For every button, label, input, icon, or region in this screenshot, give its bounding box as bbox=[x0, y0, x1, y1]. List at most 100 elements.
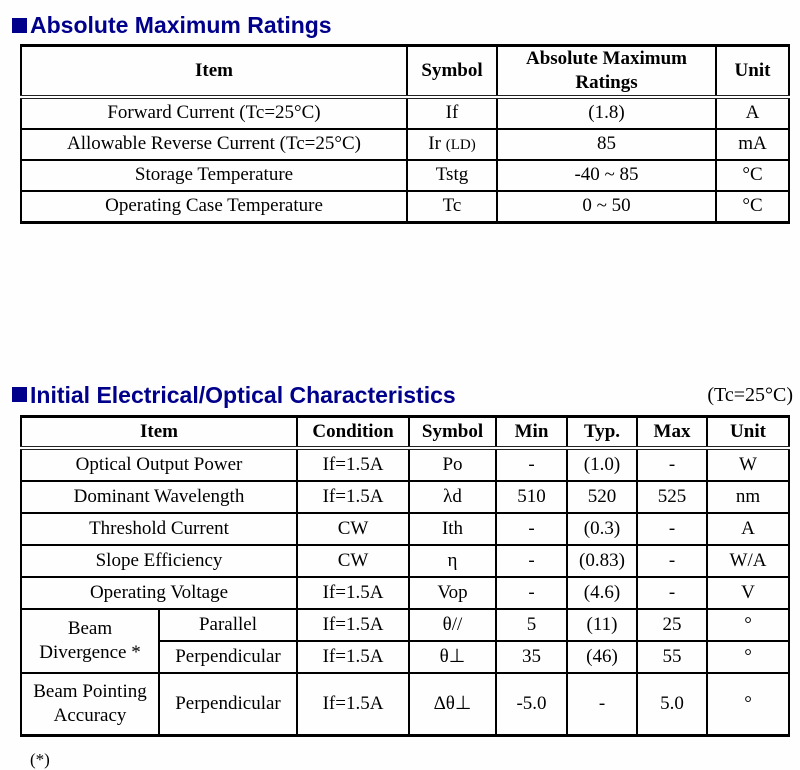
cell-symbol: θ// bbox=[408, 607, 497, 642]
cell-symbol: Tc bbox=[406, 189, 498, 223]
cell-symbol: Po bbox=[408, 446, 497, 482]
cell-unit: ° bbox=[706, 607, 790, 642]
column-header-unit: Unit bbox=[715, 44, 790, 99]
cell-max: 25 bbox=[636, 607, 708, 642]
absolute-maximum-ratings-table: Item Symbol Absolute Maximum Ratings Uni… bbox=[20, 44, 790, 224]
cell-typ: 520 bbox=[566, 479, 638, 514]
section-header-initial-characteristics: Initial Electrical/Optical Characteristi… bbox=[12, 381, 793, 409]
cell-item: Dominant Wavelength bbox=[20, 479, 298, 514]
cell-condition: If=1.5A bbox=[296, 575, 410, 610]
cell-max: - bbox=[636, 543, 708, 578]
cell-unit: A bbox=[715, 95, 790, 130]
column-header-condition: Condition bbox=[296, 415, 410, 450]
column-header-symbol: Symbol bbox=[406, 44, 498, 99]
cell-condition: If=1.5A bbox=[296, 607, 410, 642]
section-title: Initial Electrical/Optical Characteristi… bbox=[30, 381, 456, 408]
footnote-clipped: (*) bbox=[30, 750, 50, 769]
cell-sub-item: Perpendicular bbox=[158, 639, 298, 674]
cell-item: Slope Efficiency bbox=[20, 543, 298, 578]
cell-rating: 85 bbox=[496, 127, 717, 161]
cell-unit: °C bbox=[715, 189, 790, 223]
cell-symbol: θ⊥ bbox=[408, 639, 497, 674]
cell-item-group: Beam Divergence * bbox=[20, 607, 160, 674]
table-row: Allowable Reverse Current (Tc=25°C) Ir (… bbox=[20, 127, 790, 161]
cell-typ: (0.3) bbox=[566, 511, 638, 546]
cell-condition: CW bbox=[296, 543, 410, 578]
cell-min: 35 bbox=[495, 639, 568, 674]
cell-unit: W/A bbox=[706, 543, 790, 578]
column-header-item: Item bbox=[20, 44, 408, 99]
cell-condition: If=1.5A bbox=[296, 479, 410, 514]
cell-max: - bbox=[636, 575, 708, 610]
cell-typ: (46) bbox=[566, 639, 638, 674]
cell-item: Operating Case Temperature bbox=[20, 189, 408, 223]
column-header-min: Min bbox=[495, 415, 568, 450]
symbol-note: (LD) bbox=[445, 137, 476, 154]
cell-min: 5 bbox=[495, 607, 568, 642]
table-row: Dominant Wavelength If=1.5A λd 510 520 5… bbox=[20, 479, 790, 514]
cell-unit: ° bbox=[706, 639, 790, 674]
cell-item: Storage Temperature bbox=[20, 158, 408, 192]
table-row: Operating Voltage If=1.5A Vop - (4.6) - … bbox=[20, 575, 790, 610]
column-header-unit: Unit bbox=[706, 415, 790, 450]
cell-max: - bbox=[636, 511, 708, 546]
cell-unit: W bbox=[706, 446, 790, 482]
cell-unit: mA bbox=[715, 127, 790, 161]
table-row: Forward Current (Tc=25°C) If (1.8) A bbox=[20, 95, 790, 130]
table-row: Slope Efficiency CW η - (0.83) - W/A bbox=[20, 543, 790, 578]
cell-min: - bbox=[495, 446, 568, 482]
table-row: Beam Divergence * Parallel If=1.5A θ// 5… bbox=[20, 607, 790, 674]
cell-symbol: Tstg bbox=[406, 158, 498, 192]
cell-rating: 0 ~ 50 bbox=[496, 189, 717, 223]
column-header-symbol: Symbol bbox=[408, 415, 497, 450]
cell-typ: (4.6) bbox=[566, 575, 638, 610]
initial-characteristics-table: Item Condition Symbol Min Typ. Max Unit … bbox=[20, 414, 790, 737]
cell-min: -5.0 bbox=[495, 671, 568, 736]
cell-condition: If=1.5A bbox=[296, 639, 410, 674]
temperature-condition-note: (Tc=25°C) bbox=[707, 383, 793, 406]
cell-condition: CW bbox=[296, 511, 410, 546]
cell-item-group: Beam Pointing Accuracy bbox=[20, 671, 160, 736]
cell-unit: °C bbox=[715, 158, 790, 192]
cell-symbol: Ith bbox=[408, 511, 497, 546]
cell-symbol: Ir (LD) bbox=[406, 127, 498, 161]
cell-rating: (1.8) bbox=[496, 95, 717, 130]
section-bullet-icon bbox=[12, 387, 27, 402]
cell-max: 5.0 bbox=[636, 671, 708, 736]
table-row: Storage Temperature Tstg -40 ~ 85 °C bbox=[20, 158, 790, 192]
cell-min: - bbox=[495, 511, 568, 546]
cell-unit: V bbox=[706, 575, 790, 610]
cell-condition: If=1.5A bbox=[296, 671, 410, 736]
table-row: Operating Case Temperature Tc 0 ~ 50 °C bbox=[20, 189, 790, 223]
table-row: Optical Output Power If=1.5A Po - (1.0) … bbox=[20, 446, 790, 482]
table-row: Threshold Current CW Ith - (0.3) - A bbox=[20, 511, 790, 546]
cell-min: - bbox=[495, 575, 568, 610]
cell-item: Optical Output Power bbox=[20, 446, 298, 482]
symbol-text: Ir bbox=[428, 133, 441, 155]
section-bullet-icon bbox=[12, 17, 27, 33]
column-header-item: Item bbox=[20, 415, 298, 450]
cell-sub-item: Parallel bbox=[158, 607, 298, 642]
table-header-row: Item Condition Symbol Min Typ. Max Unit bbox=[20, 415, 790, 450]
cell-symbol: Vop bbox=[408, 575, 497, 610]
table-row: Beam Pointing Accuracy Perpendicular If=… bbox=[20, 671, 790, 736]
cell-max: 525 bbox=[636, 479, 708, 514]
section-title: Absolute Maximum Ratings bbox=[30, 12, 332, 38]
cell-unit: ° bbox=[706, 671, 790, 736]
cell-typ: (11) bbox=[566, 607, 638, 642]
column-header-typ: Typ. bbox=[566, 415, 638, 450]
cell-symbol: Δθ⊥ bbox=[408, 671, 497, 736]
cell-sub-item: Perpendicular bbox=[158, 671, 298, 736]
cell-symbol: λd bbox=[408, 479, 497, 514]
cell-min: 510 bbox=[495, 479, 568, 514]
cell-condition: If=1.5A bbox=[296, 446, 410, 482]
cell-symbol: If bbox=[406, 95, 498, 130]
column-header-rating: Absolute Maximum Ratings bbox=[496, 44, 717, 99]
cell-item: Threshold Current bbox=[20, 511, 298, 546]
section-header-absolute-maximum-ratings: Absolute Maximum Ratings bbox=[12, 11, 800, 39]
cell-item: Operating Voltage bbox=[20, 575, 298, 610]
cell-typ: - bbox=[566, 671, 638, 736]
table-row: Perpendicular If=1.5A θ⊥ 35 (46) 55 ° bbox=[21, 639, 790, 674]
cell-item: Forward Current (Tc=25°C) bbox=[20, 95, 408, 130]
cell-typ: (1.0) bbox=[566, 446, 638, 482]
